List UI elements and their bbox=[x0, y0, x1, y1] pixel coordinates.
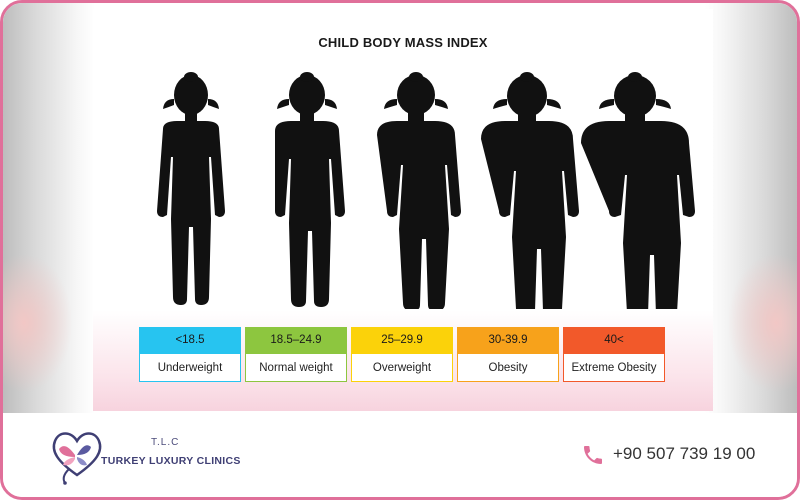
bmi-poster: CHILD BODY MASS INDEX bbox=[93, 9, 713, 411]
bmi-label: Normal weight bbox=[245, 353, 347, 382]
child-silhouette-underweight bbox=[157, 72, 225, 305]
bmi-category-obesity: 30-39.9 Obesity bbox=[457, 327, 559, 386]
background-right bbox=[705, 3, 797, 413]
bmi-label: Underweight bbox=[139, 353, 241, 382]
poster-title: CHILD BODY MASS INDEX bbox=[318, 35, 488, 50]
bmi-category-extreme-obesity: 40< Extreme Obesity bbox=[563, 327, 665, 386]
child-silhouette-obesity bbox=[481, 72, 579, 309]
bmi-range: 40< bbox=[563, 327, 665, 353]
phone-number[interactable]: +90 507 739 19 00 bbox=[613, 444, 756, 463]
butterfly-icon bbox=[59, 445, 91, 466]
bmi-category-overweight: 25–29.9 Overweight bbox=[351, 327, 453, 386]
bmi-range: 30-39.9 bbox=[457, 327, 559, 353]
background-left bbox=[3, 3, 95, 413]
bmi-label: Overweight bbox=[351, 353, 453, 382]
brand-name: TURKEY LUXURY CLINICS bbox=[101, 455, 241, 467]
bmi-category-normal: 18.5–24.9 Normal weight bbox=[245, 327, 347, 386]
bmi-range: <18.5 bbox=[139, 327, 241, 353]
bmi-label: Extreme Obesity bbox=[563, 353, 665, 382]
silhouette-row bbox=[93, 69, 713, 314]
bmi-range: 25–29.9 bbox=[351, 327, 453, 353]
bmi-category-underweight: <18.5 Underweight bbox=[139, 327, 241, 386]
phone-icon[interactable] bbox=[581, 443, 605, 467]
bmi-label: Obesity bbox=[457, 353, 559, 382]
brand-abbreviation: T.L.C bbox=[151, 437, 180, 448]
child-silhouette-extreme-obesity bbox=[581, 72, 695, 309]
child-silhouette-normal bbox=[275, 72, 345, 307]
heart-stethoscope-logo-icon[interactable] bbox=[47, 425, 107, 485]
bmi-range: 18.5–24.9 bbox=[245, 327, 347, 353]
footer-bar: T.L.C TURKEY LUXURY CLINICS +90 507 739 … bbox=[3, 413, 797, 497]
child-silhouette-overweight bbox=[377, 72, 461, 309]
